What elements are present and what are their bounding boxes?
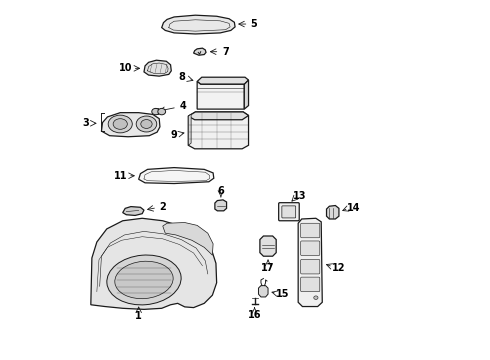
Polygon shape: [144, 60, 172, 76]
Ellipse shape: [113, 119, 127, 129]
Ellipse shape: [314, 296, 318, 300]
FancyBboxPatch shape: [282, 206, 295, 218]
Text: 12: 12: [332, 263, 345, 273]
FancyBboxPatch shape: [301, 241, 320, 256]
Text: 15: 15: [276, 289, 289, 299]
Polygon shape: [163, 222, 213, 255]
Polygon shape: [245, 80, 248, 109]
Polygon shape: [215, 200, 226, 211]
Polygon shape: [197, 81, 245, 109]
Text: 6: 6: [218, 186, 224, 196]
Ellipse shape: [107, 255, 181, 305]
Text: 3: 3: [82, 118, 89, 128]
Polygon shape: [188, 114, 191, 145]
FancyBboxPatch shape: [279, 203, 299, 221]
Polygon shape: [298, 218, 322, 306]
Text: 13: 13: [293, 191, 307, 201]
Text: 1: 1: [135, 311, 142, 321]
Polygon shape: [188, 112, 248, 149]
Text: 4: 4: [180, 100, 186, 111]
Text: 11: 11: [114, 171, 128, 181]
Polygon shape: [101, 113, 160, 137]
Text: 16: 16: [248, 310, 261, 320]
Ellipse shape: [108, 115, 132, 133]
Polygon shape: [139, 168, 214, 184]
Ellipse shape: [115, 261, 173, 299]
Ellipse shape: [141, 120, 152, 129]
Polygon shape: [91, 218, 217, 309]
Ellipse shape: [158, 108, 166, 115]
Text: 10: 10: [119, 63, 132, 73]
Polygon shape: [326, 206, 339, 219]
FancyBboxPatch shape: [301, 260, 320, 274]
Ellipse shape: [136, 116, 157, 132]
Polygon shape: [188, 112, 248, 120]
Text: 14: 14: [347, 203, 361, 213]
Polygon shape: [194, 48, 206, 55]
FancyBboxPatch shape: [301, 223, 320, 238]
Text: 17: 17: [261, 263, 275, 273]
Polygon shape: [258, 285, 268, 297]
Text: 9: 9: [170, 130, 177, 140]
Text: 7: 7: [222, 47, 229, 57]
Polygon shape: [122, 207, 144, 215]
Text: 5: 5: [250, 19, 257, 29]
FancyBboxPatch shape: [301, 277, 320, 292]
Polygon shape: [162, 15, 235, 34]
Ellipse shape: [152, 108, 160, 115]
Text: 8: 8: [179, 72, 186, 82]
Polygon shape: [197, 77, 248, 84]
Polygon shape: [260, 236, 276, 256]
Text: 2: 2: [159, 202, 166, 212]
